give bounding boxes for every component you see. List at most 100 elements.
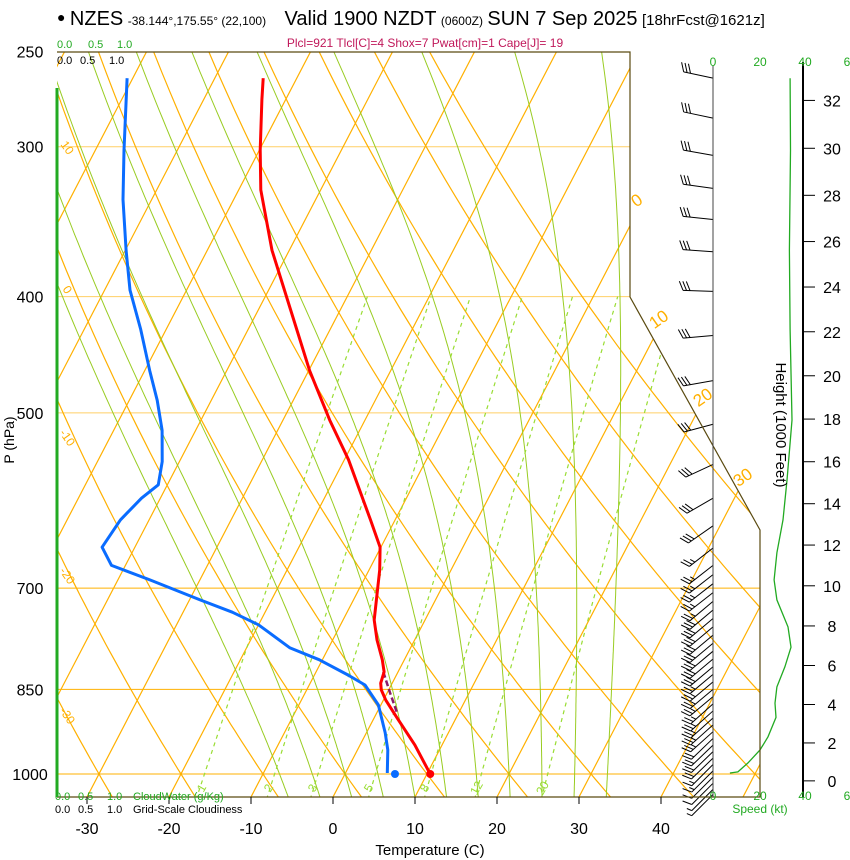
wind-barb-feather: [682, 768, 692, 773]
pressure-tick-label: 700: [17, 581, 44, 598]
wind-barb-feather: [680, 696, 691, 702]
dry-adiabat: [90, 52, 530, 797]
wind-barb-staff: [689, 650, 714, 671]
isotherm-line: [57, 52, 256, 797]
sounding-profiles: [100, 78, 793, 778]
wind-barb-feather: [681, 62, 685, 73]
cloudiness-scale-label: 0.0: [57, 55, 72, 67]
wind-barb: [682, 770, 714, 793]
wind-speed-line: [729, 78, 793, 774]
wind-barb-feather: [679, 206, 684, 217]
wind-barb-half-feather: [689, 594, 696, 599]
dry-adiabat: [362, 52, 760, 797]
wind-barb-feather: [686, 628, 696, 634]
diagram-grid: [0, 0, 760, 830]
wind-barb: [682, 744, 714, 767]
wind-barb: [680, 174, 714, 189]
wind-barb-staff: [691, 744, 714, 767]
wind-barb-feather: [677, 377, 684, 387]
mixing-ratio-line: [195, 296, 368, 797]
wind-barb: [677, 422, 714, 433]
wind-barb: [681, 102, 714, 119]
wind-barb-feather: [680, 578, 690, 585]
wind-barb-staff: [683, 183, 714, 189]
height-tick-label: 10: [823, 579, 841, 596]
chart-title: ● NZES -38.144°,175.55° (22,100) Valid 1…: [57, 8, 765, 31]
dry-adiabat: [308, 52, 760, 797]
wind-barb-feather: [684, 422, 692, 431]
wind-barb-feather: [683, 686, 693, 692]
surface-temperature-marker: [426, 770, 435, 778]
cloudiness-scale-label: 1.0: [109, 55, 124, 67]
pressure-tick-label: 500: [17, 406, 44, 423]
wind-barb: [677, 328, 714, 339]
wind-barb-feather: [684, 102, 688, 113]
wind-barb-feather: [683, 559, 693, 565]
wind-barb-feather: [682, 240, 688, 251]
wind-barb-feather: [684, 731, 694, 737]
wind-barb-feather: [682, 281, 687, 291]
wind-barb-feather: [684, 724, 694, 730]
wind-barb-staff: [685, 463, 714, 478]
wind-barb-staff: [691, 764, 714, 787]
valid-date: SUN 7 Sep 2025: [487, 8, 638, 30]
wind-barb: [680, 658, 714, 679]
temperature-axis-title: Temperature (C): [375, 842, 484, 859]
wind-barb-feather: [684, 738, 694, 744]
adiabat-label: -20: [57, 565, 79, 588]
wind-barb: [680, 674, 714, 695]
height-tick-label: 2: [828, 736, 837, 753]
wind-barb-feather: [687, 103, 691, 114]
dry-adiabat: [199, 52, 697, 797]
wind-barb-half-feather: [686, 813, 692, 817]
isotherm-line: [57, 52, 92, 797]
mixing-ratio-line: [367, 296, 523, 797]
pressure-tick-label: 400: [17, 290, 44, 307]
dewpoint-line: [100, 78, 390, 774]
wind-barb-feather: [681, 468, 690, 476]
wind-barb-feather: [678, 470, 687, 478]
wind-barb-feather: [680, 633, 691, 639]
pressure-tick-label: 850: [17, 682, 44, 699]
wind-barb-feather: [680, 587, 690, 594]
moist-adiabat: [182, 52, 448, 797]
pressure-tick-label: 300: [17, 140, 44, 157]
temperature-tick-label: -20: [157, 821, 180, 838]
wind-barb-feather: [682, 781, 692, 787]
wind-barb-feather: [681, 102, 685, 113]
isotherm-line: [0, 0, 9, 830]
wind-barb-feather: [680, 597, 690, 603]
wind-barb-half-feather: [690, 723, 697, 727]
wind-barb-feather: [680, 606, 690, 612]
wind-barb-staff: [683, 71, 714, 79]
wind-barb-feather: [679, 537, 689, 544]
wind-barb-feather: [685, 281, 691, 291]
cloudiness-scale-label: 1.0: [107, 804, 122, 816]
wind-barb-feather: [683, 585, 693, 592]
pressure-tick-label: 1000: [12, 767, 48, 784]
diagram-frame: [57, 51, 761, 798]
temperature-tick-label: 40: [652, 821, 670, 838]
adiabat-label: 10: [58, 138, 77, 157]
wind-barb-feather: [682, 535, 692, 542]
mixing-ratio-label: 8: [417, 781, 433, 794]
moist-adiabat: [412, 52, 543, 797]
wind-barb-half-feather: [690, 716, 697, 720]
wind-barb-half-feather: [689, 576, 696, 580]
wind-barb-staff: [689, 626, 714, 647]
height-tick-label: 22: [823, 325, 841, 342]
isotherm-line: [57, 52, 174, 797]
wind-barb-feather: [679, 240, 684, 250]
dry-adiabat: [144, 52, 614, 797]
wind-barb-half-feather: [689, 585, 696, 590]
mixing-ratio-label: 20: [533, 778, 552, 797]
wind-barb: [681, 703, 714, 725]
wind-barb-feather: [686, 645, 696, 651]
height-tick-label: 0: [828, 774, 837, 791]
dry-adiabat: [57, 52, 447, 797]
wind-barb-feather: [681, 505, 691, 512]
wind-barb: [681, 717, 714, 739]
speed-tick-label-bottom: 6: [844, 789, 850, 803]
isotherm-line: [643, 52, 760, 797]
wind-barb-feather: [680, 711, 691, 717]
